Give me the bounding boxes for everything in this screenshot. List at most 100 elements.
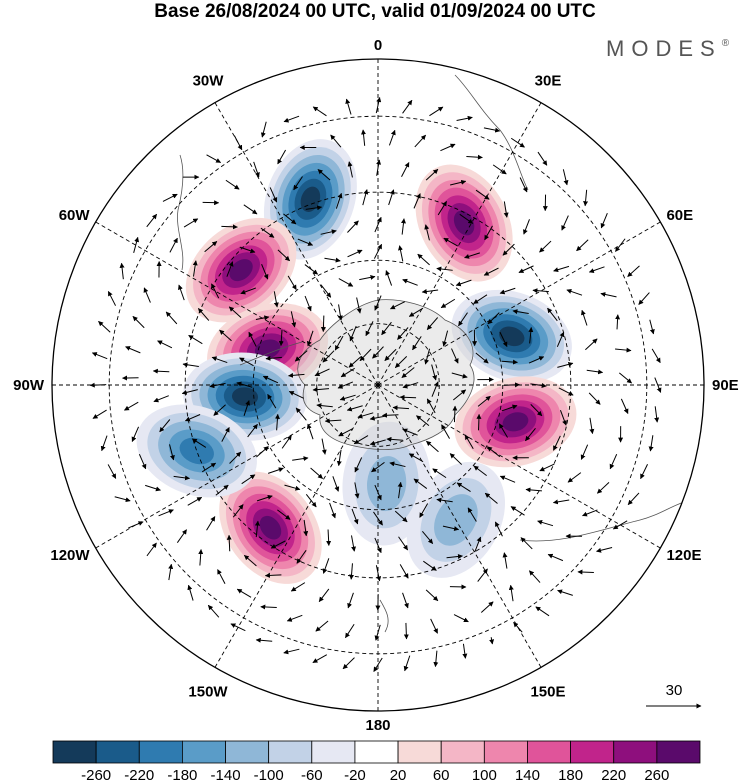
colorbar-tick-label: 60	[433, 767, 450, 783]
wind-vector	[228, 306, 242, 318]
colorbar-tick-label: 100	[472, 767, 497, 783]
wind-vector	[381, 412, 399, 418]
wind-vector	[107, 464, 117, 479]
wind-vector	[501, 404, 518, 412]
positive-anomaly-south-indian	[454, 376, 577, 468]
wind-vector	[305, 494, 317, 508]
wind-vector	[430, 618, 438, 634]
wind-vector	[315, 620, 329, 632]
wind-vector	[260, 604, 277, 610]
wind-vector	[618, 372, 632, 384]
wind-vector	[492, 164, 507, 175]
wind-vector	[483, 127, 501, 133]
wind-vector	[329, 502, 336, 519]
wind-vector	[107, 290, 117, 306]
positive-anomaly-south-pacific-contour	[259, 515, 282, 540]
wind-vector	[528, 327, 534, 344]
wind-vector	[589, 417, 595, 435]
wind-vector	[429, 106, 444, 117]
wind-vector	[530, 383, 547, 388]
lon-30w-label: 30W	[193, 73, 225, 90]
wind-vector	[322, 558, 330, 574]
wind-vector	[431, 364, 438, 381]
wind-vector	[322, 350, 335, 363]
wind-vector	[261, 264, 269, 280]
wind-vector	[475, 352, 489, 364]
wind-vector	[240, 287, 256, 295]
wind-vector	[487, 312, 500, 325]
wind-vector	[255, 315, 270, 321]
wind-vector	[512, 309, 529, 315]
wind-vector	[503, 201, 509, 218]
wind-vector	[191, 438, 207, 448]
wind-vector	[397, 327, 409, 340]
wind-vector	[336, 449, 342, 467]
wind-vector	[441, 424, 450, 439]
wind-vector	[416, 415, 430, 427]
wind-vector	[342, 657, 355, 670]
wind-vector	[260, 227, 275, 238]
colorbar-tick-label: 140	[515, 767, 540, 783]
meridian-line	[214, 384, 379, 668]
wind-vector	[349, 563, 355, 580]
wind-vector	[414, 134, 426, 148]
wind-vector	[138, 453, 147, 470]
wind-vector	[398, 245, 404, 262]
wind-vector	[219, 329, 232, 342]
wind-vector	[425, 589, 439, 602]
colorbar-swatch	[95, 740, 140, 764]
wind-vector	[532, 288, 549, 294]
wind-vector	[475, 189, 490, 200]
wind-vector	[267, 393, 277, 409]
wind-vector	[317, 169, 331, 181]
wind-vector	[421, 531, 434, 544]
wind-vector	[494, 521, 503, 537]
wind-vector	[312, 387, 330, 393]
wind-vector	[402, 428, 418, 436]
wind-vector	[401, 367, 415, 378]
colorbar-tick-label: 260	[644, 767, 669, 783]
wind-vector	[334, 335, 344, 351]
wind-vector	[615, 314, 621, 330]
wind-vector	[290, 311, 297, 328]
wind-vector	[354, 482, 360, 499]
wind-vector	[215, 484, 229, 496]
wind-vector	[320, 315, 326, 333]
wind-vector	[89, 382, 107, 388]
lon-180-label: 180	[365, 717, 390, 734]
wind-vector	[256, 494, 273, 502]
wind-vector	[600, 292, 617, 298]
wind-vector	[609, 453, 618, 470]
wind-vector	[165, 311, 178, 325]
wind-vector	[547, 307, 558, 322]
wind-vector	[310, 467, 323, 479]
meridian-line	[95, 384, 379, 549]
meridian-line	[214, 102, 379, 386]
wind-vector	[519, 177, 528, 193]
wind-vector	[547, 553, 564, 562]
wind-vector	[390, 301, 406, 310]
wind-vector	[188, 334, 203, 345]
wind-vector	[388, 129, 396, 146]
wind-vector	[510, 506, 525, 516]
wind-vector	[125, 346, 141, 354]
lon-30e-label: 30E	[535, 73, 562, 90]
wind-vector	[518, 265, 534, 273]
colorbar-tick-label: -100	[254, 767, 284, 783]
latitude-circle	[252, 259, 504, 511]
wind-vector	[239, 357, 254, 367]
wind-vector	[338, 428, 354, 437]
wind-vector	[436, 266, 453, 272]
wind-vector	[450, 179, 467, 186]
wind-vector	[638, 292, 650, 305]
wind-vector	[248, 331, 257, 347]
wind-vector	[119, 262, 125, 280]
colorbar-swatch	[570, 740, 615, 764]
wind-vector	[523, 219, 530, 235]
wind-vector	[394, 356, 408, 368]
wind-vector	[499, 287, 516, 295]
colorbar-swatch	[311, 740, 356, 764]
wind-vector	[114, 496, 131, 503]
wind-vector	[211, 283, 220, 299]
wind-vector	[269, 187, 278, 203]
